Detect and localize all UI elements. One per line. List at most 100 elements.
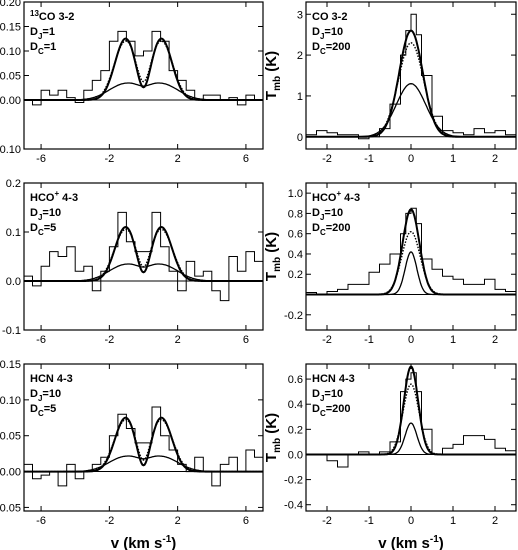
label-main: D bbox=[30, 41, 38, 53]
x-tick-label: 2 bbox=[492, 515, 498, 527]
label-main: D bbox=[30, 388, 38, 400]
panel-label-line: DC=5 bbox=[30, 403, 56, 418]
y-tick-label: 0.05 bbox=[0, 431, 21, 443]
label-subscript: J bbox=[320, 394, 324, 403]
label-rest: =5 bbox=[44, 222, 57, 234]
label-main: HCN 4-3 bbox=[30, 373, 73, 385]
y-tick-label: 0.6 bbox=[288, 229, 303, 241]
model-line-2 bbox=[24, 418, 263, 473]
label-rest: =5 bbox=[44, 403, 57, 415]
panel-label-line: 13CO 3-2 bbox=[30, 9, 74, 23]
plot-frame bbox=[23, 363, 264, 512]
label-rest: =10 bbox=[324, 388, 343, 400]
y-axis-title-sub: mb bbox=[0, 76, 1, 91]
x-tick-label: 2 bbox=[175, 334, 181, 346]
x-axis-title-end: ) bbox=[171, 535, 176, 550]
label-main: D bbox=[30, 207, 38, 219]
observed-spectrum bbox=[24, 211, 263, 302]
x-axis-title: v (km s-1) bbox=[378, 534, 444, 550]
x-tick-label: -1 bbox=[364, 334, 374, 346]
y-tick-label: 2 bbox=[297, 50, 303, 62]
x-axis-title: v (km s-1) bbox=[111, 534, 177, 550]
x-tick-label: 1 bbox=[450, 515, 456, 527]
panel-label-line: DC=200 bbox=[312, 222, 351, 237]
model-line-3 bbox=[24, 455, 263, 473]
y-axis-title-sub: mb bbox=[0, 438, 1, 453]
y-tick-label: 0.2 bbox=[6, 178, 21, 190]
panel-label-line: DJ=10 bbox=[312, 388, 343, 403]
x-tick-label: -2 bbox=[104, 334, 114, 346]
panel-label-line: DJ=10 bbox=[30, 388, 61, 403]
label-rest: =1 bbox=[42, 26, 55, 38]
x-tick-label: -1 bbox=[364, 153, 374, 165]
model-line-3 bbox=[306, 422, 516, 456]
y-axis-title-main: T bbox=[263, 272, 280, 281]
x-tick-label: 2 bbox=[492, 334, 498, 346]
model-line-3 bbox=[306, 251, 516, 296]
y-axis-title-unit: (K) bbox=[263, 51, 280, 76]
panel-label-line: CO 3-2 bbox=[312, 11, 347, 23]
y-axis-title-main: T bbox=[263, 91, 280, 100]
label-main: HCN 4-3 bbox=[312, 373, 355, 385]
label-main: D bbox=[30, 403, 38, 415]
y-axis-title-sub: mb bbox=[0, 257, 1, 272]
label-subscript: J bbox=[320, 213, 324, 222]
model-line-1 bbox=[24, 37, 263, 101]
x-tick-label: 2 bbox=[175, 515, 181, 527]
panel-label-line: DJ=10 bbox=[312, 207, 343, 222]
observed-spectrum bbox=[24, 406, 263, 487]
x-tick-label: 2 bbox=[492, 153, 498, 165]
y-axis-title: Tmb (K) bbox=[263, 413, 283, 462]
y-tick-label: 3 bbox=[297, 9, 303, 21]
panel-4: -2 -1 0 1 2-0.20.20.40.60.81.0 HCO+ 4-3DJ=10D… bbox=[263, 182, 517, 346]
y-tick-label: 0.1 bbox=[6, 227, 21, 239]
y-axis-title-sub: mb bbox=[272, 76, 283, 91]
y-tick-label: 0.00 bbox=[0, 467, 21, 479]
plot-frame bbox=[23, 1, 264, 150]
y-tick-label: 0.2 bbox=[288, 424, 303, 436]
y-tick-label: 0.15 bbox=[0, 22, 21, 34]
y-tick-label: 0.00 bbox=[0, 95, 21, 107]
y-tick-label: 0.4 bbox=[288, 249, 303, 261]
x-tick-label: -2 bbox=[322, 334, 332, 346]
panel-label-line: DJ=10 bbox=[30, 207, 61, 222]
y-tick-label: 0.8 bbox=[288, 208, 303, 220]
y-axis-title-sub: mb bbox=[272, 438, 283, 453]
panel-6: -2 -1 0 1 2-0.4-0.20.00.20.40.6 HCN 4-3DJ=10D… bbox=[263, 363, 517, 527]
model-line-3 bbox=[24, 263, 263, 282]
x-tick-label: 1 bbox=[450, 153, 456, 165]
model-line-2 bbox=[306, 230, 516, 296]
x-tick-label: -6 bbox=[36, 153, 46, 165]
y-axis-title: Tmb (K) bbox=[0, 413, 1, 462]
label-main: D bbox=[312, 41, 320, 53]
y-axis-title-unit: (K) bbox=[263, 232, 280, 257]
label-main: D bbox=[312, 26, 320, 38]
y-tick-label: 1.0 bbox=[288, 188, 303, 200]
y-tick-label: 0.15 bbox=[0, 359, 21, 371]
model-line-2 bbox=[24, 40, 263, 101]
label-rest: =10 bbox=[42, 388, 61, 400]
y-tick-label: -0.10 bbox=[0, 144, 21, 156]
observed-spectrum bbox=[306, 13, 516, 140]
label-subscript: C bbox=[38, 47, 44, 56]
label-rest: =1 bbox=[44, 41, 57, 53]
label-main: D bbox=[30, 26, 38, 38]
label-superscript: + bbox=[336, 189, 341, 198]
label-subscript: C bbox=[38, 409, 44, 418]
label-main: D bbox=[312, 207, 320, 219]
x-tick-label: 2 bbox=[175, 153, 181, 165]
y-tick-label: 0.05 bbox=[0, 71, 21, 83]
panel-label-line: HCN 4-3 bbox=[30, 373, 73, 385]
x-tick-label: -2 bbox=[104, 515, 114, 527]
y-axis-title: Tmb (K) bbox=[263, 232, 283, 281]
model-line-1 bbox=[24, 416, 263, 473]
x-tick-label: -1 bbox=[364, 515, 374, 527]
label-rest: =10 bbox=[324, 207, 343, 219]
panel-label-line: DC=200 bbox=[312, 403, 351, 418]
x-axis-title-main: v (km s bbox=[111, 535, 163, 550]
panel-label-line: DJ=10 bbox=[312, 26, 343, 41]
label-subscript: J bbox=[38, 32, 42, 41]
